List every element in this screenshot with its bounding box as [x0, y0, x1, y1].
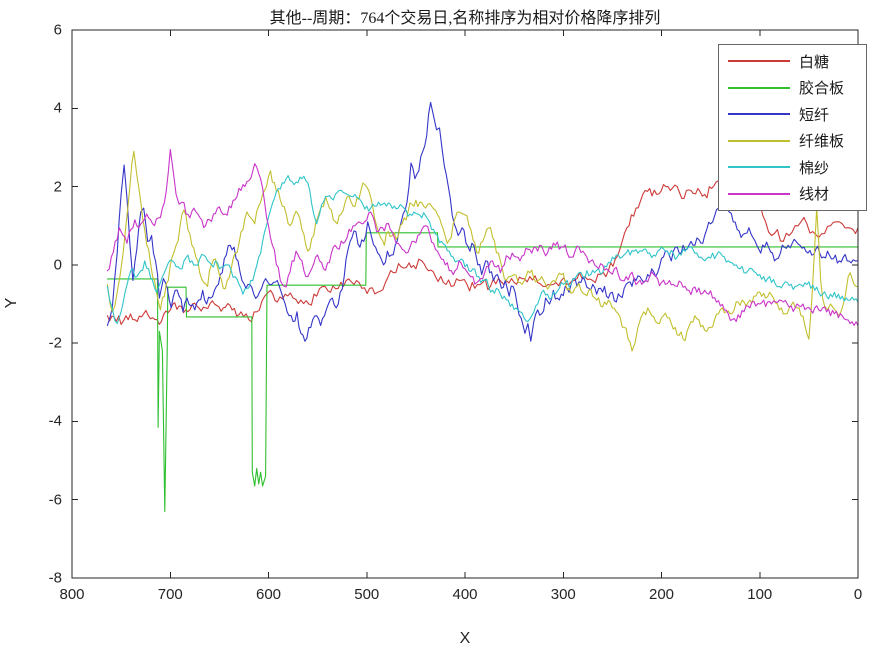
- y-tick-label--6: -6: [48, 491, 62, 509]
- y-axis-label: Y: [3, 297, 20, 309]
- y-tick-label--8: -8: [48, 569, 62, 587]
- y-tick-label-6: 6: [53, 21, 62, 39]
- x-tick-label-500: 500: [354, 586, 380, 603]
- x-tick-label-300: 300: [550, 586, 576, 603]
- legend-label-plywood: 胶合板: [799, 81, 845, 98]
- x-tick-label-400: 400: [452, 586, 478, 603]
- series-line-plywood: [106, 232, 859, 513]
- x-tick-label-700: 700: [157, 586, 183, 603]
- y-tick-label--4: -4: [48, 412, 62, 430]
- legend-line-sample-cotton-yarn: [728, 166, 790, 169]
- legend-line-sample-short-fiber: [728, 113, 790, 116]
- y-tick-label-2: 2: [53, 178, 62, 196]
- legend-line-sample-wire-rod: [728, 192, 790, 195]
- x-tick-label-600: 600: [255, 586, 282, 603]
- y-tick-label--2: -2: [48, 334, 62, 352]
- legend-item-plywood: 胶合板: [719, 75, 866, 100]
- legend-label-fiberboard: 纤维板: [799, 134, 845, 151]
- x-tick-label-100: 100: [747, 586, 773, 603]
- legend-item-wire-rod: 线材: [719, 181, 866, 206]
- series-line-wire-rod: [106, 148, 859, 327]
- legend-item-short-fiber: 短纤: [719, 102, 866, 127]
- legend-label-cotton-yarn: 棉纱: [799, 160, 830, 177]
- legend-label-white-sugar: 白糖: [799, 54, 830, 71]
- series-line-short-fiber: [106, 101, 859, 342]
- legend-line-sample-fiberboard: [728, 139, 790, 142]
- legend-line-sample-white-sugar: [728, 60, 790, 63]
- legend-item-fiberboard: 纤维板: [719, 128, 866, 153]
- x-axis-label: X: [459, 630, 471, 647]
- legend-item-cotton-yarn: 棉纱: [719, 155, 866, 180]
- legend-label-wire-rod: 线材: [799, 187, 830, 204]
- legend: 白糖胶合板短纤纤维板棉纱线材: [718, 44, 867, 211]
- legend-line-sample-plywood: [728, 86, 790, 89]
- series-line-fiberboard: [106, 150, 859, 352]
- x-tick-label-200: 200: [648, 586, 675, 603]
- series-line-cotton-yarn: [106, 175, 859, 325]
- x-tick-label-0: 0: [853, 586, 863, 603]
- legend-item-white-sugar: 白糖: [719, 49, 866, 74]
- y-tick-label-0: 0: [53, 256, 62, 274]
- y-tick-label-4: 4: [53, 99, 62, 117]
- legend-label-short-fiber: 短纤: [799, 107, 830, 124]
- x-tick-label-800: 800: [59, 586, 85, 603]
- chart-title: 其他--周期：764个交易日,名称排序为相对价格降序排列: [269, 10, 661, 27]
